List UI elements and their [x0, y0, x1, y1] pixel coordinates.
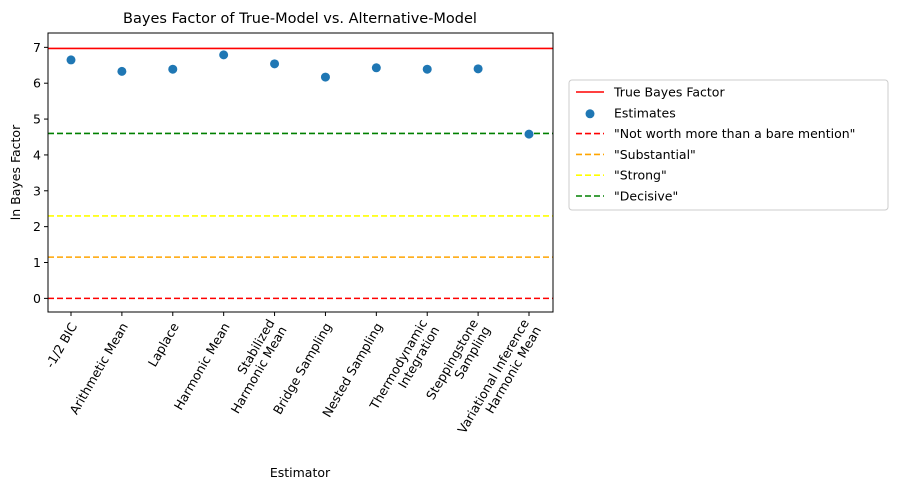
- y-axis: 0 1 2 3 4 5 6 7: [33, 40, 48, 306]
- y-tick-label: 3: [33, 183, 41, 198]
- legend-frame: [568, 79, 889, 211]
- legend-label: True Bayes Factor: [613, 85, 725, 100]
- legend-marker: [585, 109, 595, 119]
- estimate-point: [168, 64, 178, 74]
- estimate-point: [320, 72, 330, 82]
- plot-frame: [47, 32, 554, 313]
- y-tick-label: 0: [33, 291, 41, 306]
- y-tick-label: 1: [33, 255, 41, 270]
- y-tick-label: 6: [33, 76, 41, 91]
- legend-label: Estimates: [614, 105, 676, 120]
- reference-lines: [48, 47, 553, 300]
- y-tick-label: 4: [33, 147, 41, 162]
- estimate-point: [524, 129, 534, 139]
- legend-label: "Strong": [614, 168, 667, 183]
- legend-label: "Decisive": [614, 189, 678, 204]
- x-tick-label: Arithmetic Mean: [66, 320, 131, 417]
- x-axis-label: Estimator: [270, 465, 331, 480]
- chart-title: Bayes Factor of True-Model vs. Alternati…: [123, 11, 477, 27]
- y-axis-label: ln Bayes Factor: [8, 124, 23, 220]
- legend-label: "Substantial": [614, 147, 696, 162]
- estimate-point: [66, 55, 76, 65]
- legend-entry: "Not worth more than a bare mention": [576, 126, 855, 141]
- x-tick-label: Harmonic Mean: [171, 320, 233, 412]
- x-tick-label: Laplace: [145, 320, 182, 370]
- legend: True Bayes Factor Estimates "Not worth mor…: [568, 79, 889, 211]
- estimate-point: [422, 64, 432, 74]
- estimate-point: [117, 66, 127, 76]
- estimate-points: [66, 50, 534, 139]
- legend-entry: Estimates: [585, 105, 676, 120]
- estimate-point: [270, 59, 280, 69]
- estimate-point: [219, 50, 229, 60]
- legend-entry: "Decisive": [576, 189, 678, 204]
- legend-entry: "Strong": [576, 168, 667, 183]
- y-tick-label: 5: [33, 112, 41, 127]
- y-tick-label: 7: [33, 40, 41, 55]
- estimate-point: [371, 63, 381, 73]
- x-tick-label: -1/2 BIC: [42, 320, 80, 371]
- legend-label: "Not worth more than a bare mention": [614, 126, 855, 141]
- legend-entry: "Substantial": [576, 147, 696, 162]
- estimate-point: [473, 64, 483, 74]
- y-tick-label: 2: [33, 219, 41, 234]
- legend-entry: True Bayes Factor: [576, 85, 725, 100]
